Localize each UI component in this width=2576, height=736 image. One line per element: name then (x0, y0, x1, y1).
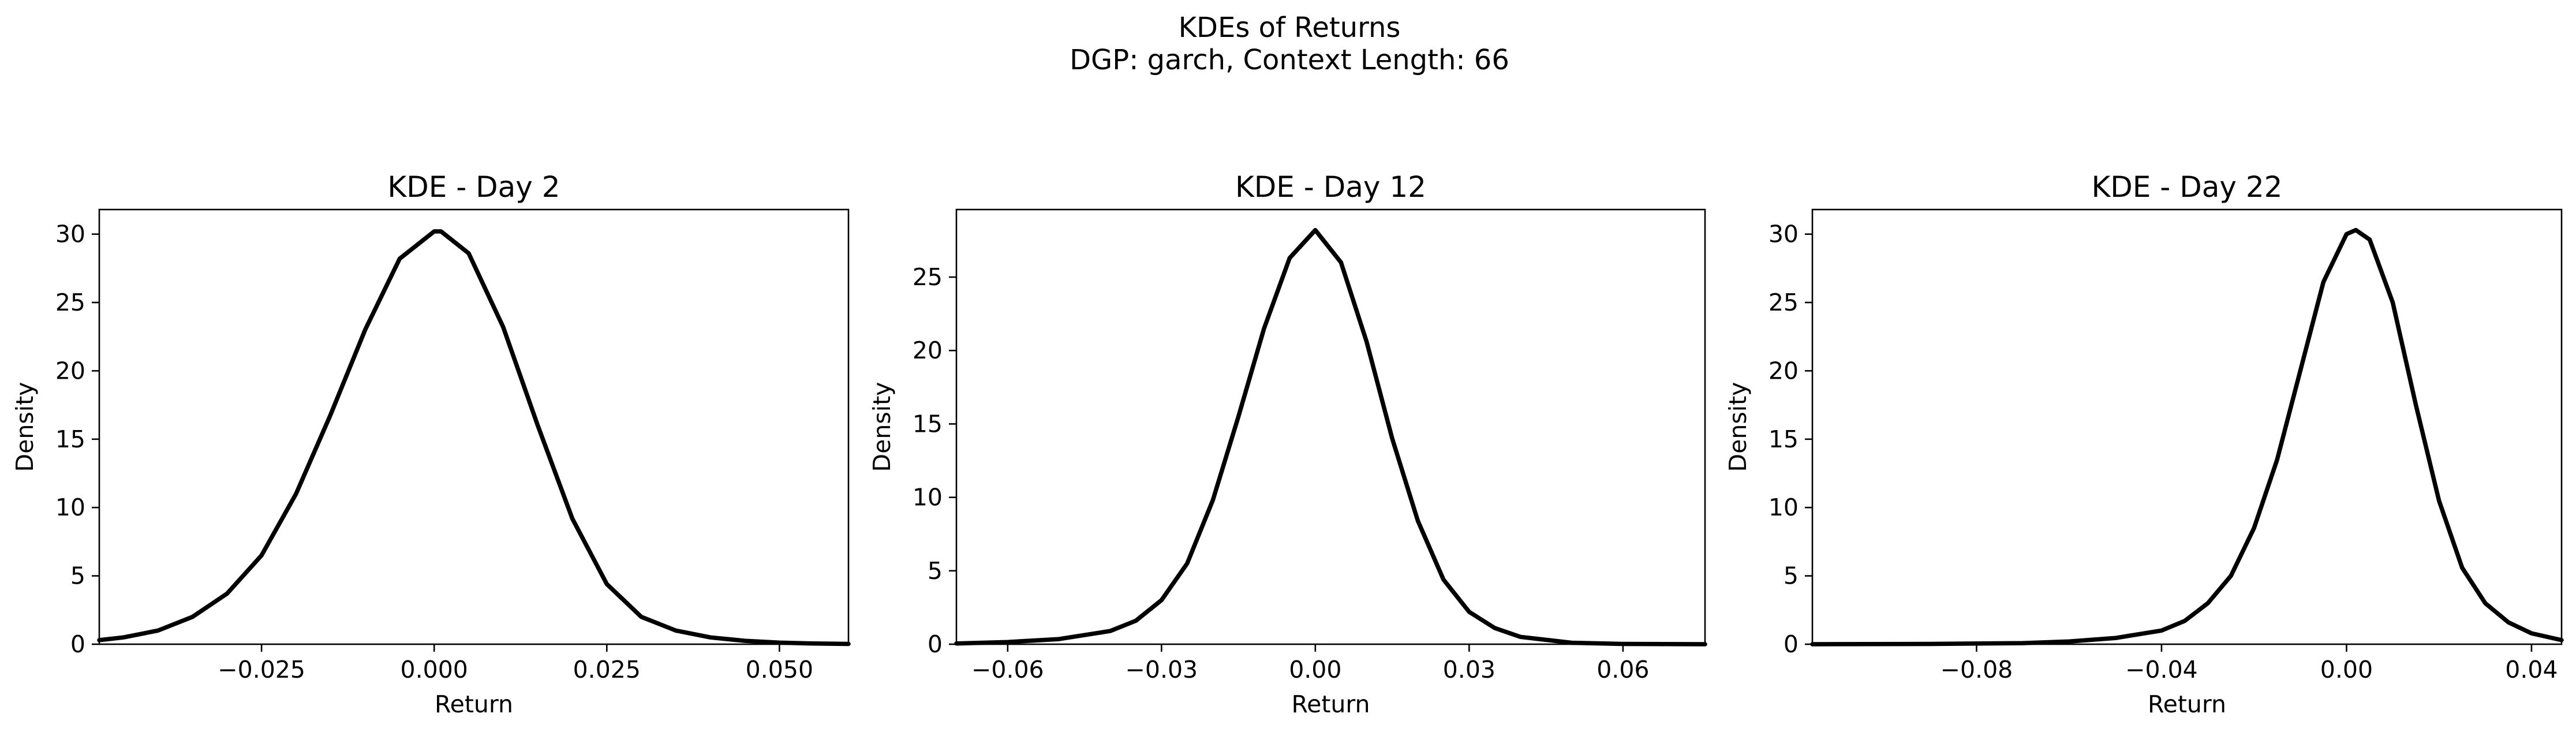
x-tick-label: 0.00 (1289, 656, 1341, 683)
y-tick-label: 5 (1784, 562, 1799, 590)
y-tick-label: 0 (70, 630, 85, 658)
chart-panel-3: KDE - Day 22 −0.08 −0.04 0.00 0.04 0 5 10 15 20 25… (1724, 170, 2564, 718)
y-tick-label: 15 (1769, 425, 1799, 453)
x-tick-label: 0.050 (746, 656, 813, 683)
y-tick-label: 10 (1769, 494, 1799, 521)
y-tick-label: 15 (55, 425, 85, 453)
x-tick-label: −0.06 (971, 656, 1044, 683)
y-axis-label: Density (11, 382, 39, 472)
y-tick-label: 20 (1769, 357, 1799, 384)
y-tick-label: 0 (1784, 630, 1799, 658)
x-tick-label: −0.025 (218, 656, 305, 683)
figure-title: KDEs of Returns (1179, 12, 1401, 44)
chart-panels: KDE - Day 2−0.025 0.000 0.025 0.05005101520… (11, 170, 2564, 718)
chart-panel-2: KDE - Day 12 −0.06 −0.03 0.00 0.03 0.06 0 5 10 15… (868, 170, 1707, 718)
y-tick-label: 20 (913, 337, 943, 364)
x-axis-label: Return (435, 690, 513, 718)
plot-frame (98, 208, 850, 645)
chart-panel-1: KDE - Day 2 −0.025 0.000 0.025 0.050 0 5 10 15 20… (11, 170, 851, 718)
plot-frame (1811, 208, 2563, 645)
x-tick-label: 0.025 (573, 656, 641, 683)
y-tick-label: 5 (928, 557, 943, 585)
kde-curve-line (954, 227, 1707, 647)
y-axis-label: Density (868, 382, 896, 472)
panel-title: KDE - Day 22 (2092, 170, 2283, 204)
x-tick-label: −0.03 (1126, 656, 1198, 683)
y-tick-label: 0 (928, 630, 943, 658)
y-tick-label: 10 (55, 494, 85, 521)
figure-subtitle: DGP: garch, Context Length: 66 (1070, 44, 1509, 76)
y-tick-label: 30 (1769, 221, 1799, 248)
y-tick-label: 25 (1769, 289, 1799, 316)
x-tick-label: −0.08 (1941, 656, 2013, 683)
y-tick-label: 10 (913, 484, 943, 511)
x-tick-label: 0.06 (1597, 656, 1649, 683)
kde-curve-line (97, 229, 851, 647)
y-axis-label: Density (1724, 382, 1752, 472)
panel-title: KDE - Day 12 (1235, 170, 1426, 204)
panel-title: KDE - Day 2 (387, 170, 560, 204)
x-axis-label: Return (2148, 690, 2226, 718)
x-tick-label: 0.00 (2320, 656, 2373, 683)
x-tick-label: 0.04 (2505, 656, 2558, 683)
x-tick-label: −0.04 (2125, 656, 2198, 683)
y-tick-label: 20 (55, 357, 85, 384)
y-tick-label: 15 (913, 410, 943, 438)
y-tick-label: 25 (913, 263, 943, 291)
plot-frame (955, 208, 1706, 645)
y-tick-label: 25 (55, 289, 85, 316)
kde-curve-line (1810, 227, 2564, 647)
x-tick-label: 0.000 (401, 656, 468, 683)
y-tick-label: 30 (55, 221, 85, 248)
y-tick-label: 5 (70, 562, 85, 590)
x-axis-label: Return (1291, 690, 1370, 718)
x-tick-label: 0.03 (1443, 656, 1495, 683)
